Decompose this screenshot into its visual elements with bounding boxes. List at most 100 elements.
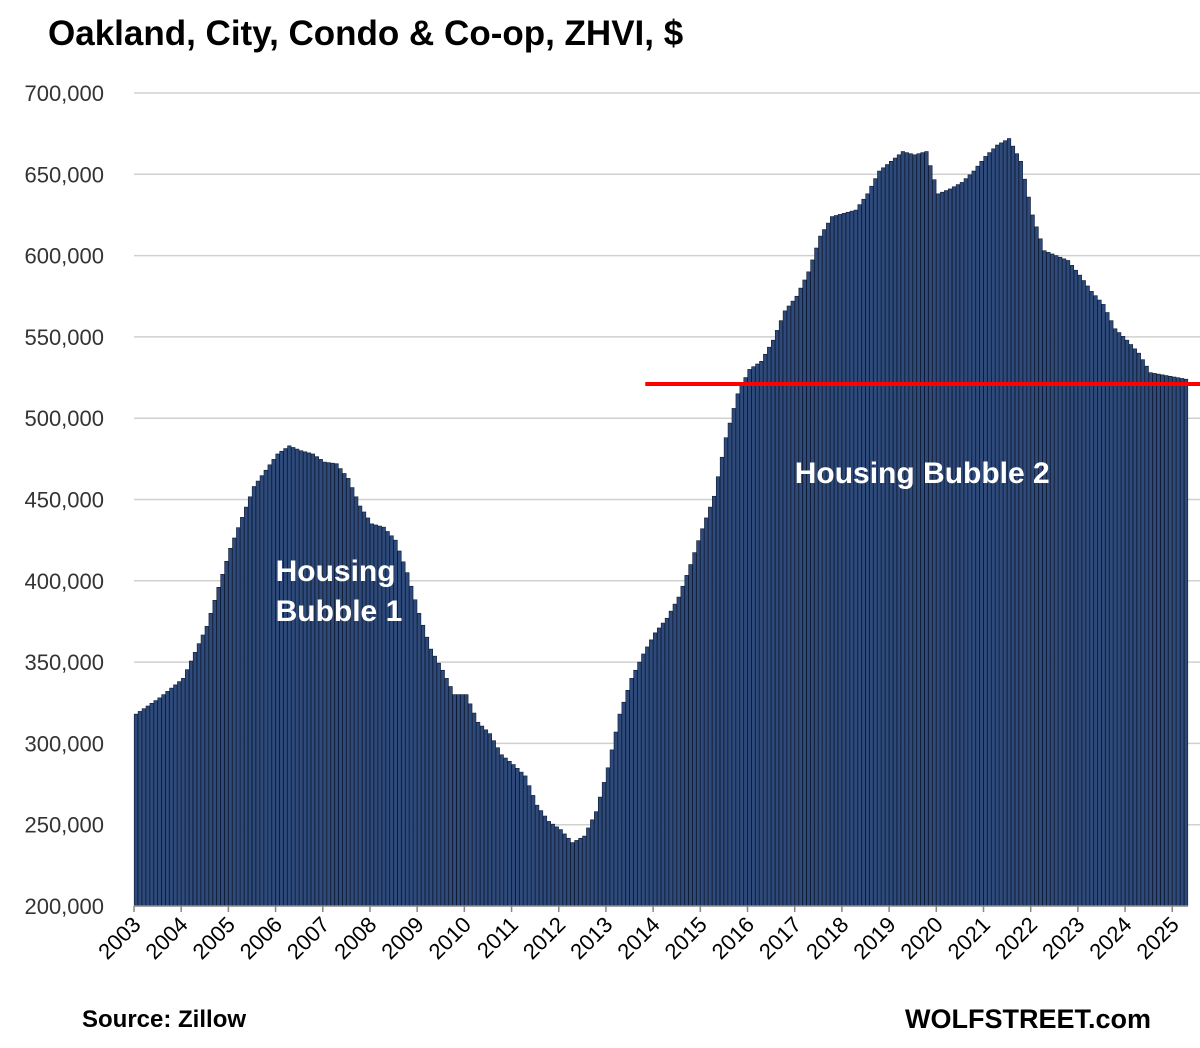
bar <box>169 687 174 907</box>
x-tick-label: 2008 <box>329 912 381 964</box>
bar <box>900 151 905 907</box>
annotation-text: Housing <box>276 555 396 588</box>
bar <box>786 305 791 907</box>
bar <box>940 191 945 907</box>
bar <box>963 178 968 907</box>
y-tick-label: 400,000 <box>24 569 104 594</box>
bar <box>306 452 312 907</box>
bar <box>778 320 784 907</box>
bar <box>287 445 292 907</box>
bar <box>645 646 650 907</box>
bar <box>802 279 807 907</box>
bar <box>240 517 245 907</box>
bar <box>830 216 835 907</box>
bar <box>346 478 351 907</box>
bar <box>904 152 909 907</box>
bar <box>747 369 752 907</box>
bar <box>204 626 209 907</box>
bar <box>1077 274 1082 907</box>
bar <box>947 188 953 907</box>
bar <box>405 572 410 907</box>
x-tick-label: 2004 <box>140 912 192 964</box>
bar <box>1093 295 1098 907</box>
y-axis-tick-labels: 200,000 250,000 300,000 350,000 400,000 450,0… <box>24 81 104 919</box>
bar <box>479 725 485 907</box>
bar <box>487 733 492 907</box>
bar <box>1006 138 1012 907</box>
bar <box>299 450 304 907</box>
bar <box>676 596 681 907</box>
bar <box>708 506 713 907</box>
bar <box>149 702 154 907</box>
bar <box>1030 214 1035 907</box>
bar <box>798 287 803 907</box>
bar <box>1140 359 1145 907</box>
brand-watermark: WOLFSTREET.com <box>905 1004 1152 1034</box>
bar <box>1128 344 1134 907</box>
bar <box>1105 312 1110 907</box>
bar <box>177 681 182 907</box>
x-tick-label: 2015 <box>660 912 712 964</box>
bar <box>483 729 489 907</box>
bar <box>428 648 433 907</box>
bar <box>196 643 201 907</box>
x-tick-label: 2021 <box>943 912 995 964</box>
x-axis <box>133 905 1188 912</box>
bar <box>999 142 1004 907</box>
x-tick-label: 2014 <box>612 912 664 964</box>
bar <box>432 655 437 907</box>
bar <box>920 152 925 907</box>
x-tick-label: 2005 <box>188 912 240 964</box>
bar <box>1073 269 1078 907</box>
bar <box>464 694 469 907</box>
bar <box>279 450 284 907</box>
bar <box>861 198 866 907</box>
bar <box>334 463 339 907</box>
x-tick-label: 2025 <box>1132 912 1184 964</box>
bar <box>613 731 618 907</box>
bar <box>251 486 257 907</box>
bar <box>853 209 858 907</box>
bar <box>916 153 921 907</box>
bar <box>330 462 335 907</box>
bar <box>837 214 843 907</box>
x-tick-label: 2018 <box>801 912 853 964</box>
bar <box>881 167 886 907</box>
bar <box>255 480 260 907</box>
bar <box>456 694 461 907</box>
bar <box>460 694 465 907</box>
bar <box>672 603 677 907</box>
bar <box>527 785 532 907</box>
bar <box>267 464 272 907</box>
bar <box>291 447 296 907</box>
bar <box>987 152 992 907</box>
bar <box>161 694 166 907</box>
bar <box>680 585 685 907</box>
bar <box>889 160 894 907</box>
bar <box>814 247 819 907</box>
bar <box>185 669 190 907</box>
bar <box>1124 339 1130 907</box>
bar <box>389 535 394 907</box>
bar <box>1026 196 1031 907</box>
annotations: Housing Bubble 1 Housing Bubble 2 <box>276 457 1050 628</box>
x-tick-label: 2007 <box>282 912 334 964</box>
bar <box>637 661 642 907</box>
bar <box>995 144 1000 907</box>
bar <box>283 448 288 907</box>
bar <box>1097 299 1102 907</box>
bar <box>1172 376 1177 907</box>
bar <box>1152 373 1157 907</box>
bar <box>220 573 225 907</box>
bar <box>1180 378 1185 907</box>
bar <box>1018 160 1023 907</box>
bar <box>417 613 422 907</box>
bar <box>668 610 673 907</box>
x-tick-label: 2003 <box>93 912 145 964</box>
bar <box>971 170 976 907</box>
bar <box>983 156 988 907</box>
bar <box>1176 377 1181 907</box>
bar <box>1160 374 1165 907</box>
bar <box>1168 375 1173 907</box>
bar <box>774 330 780 907</box>
